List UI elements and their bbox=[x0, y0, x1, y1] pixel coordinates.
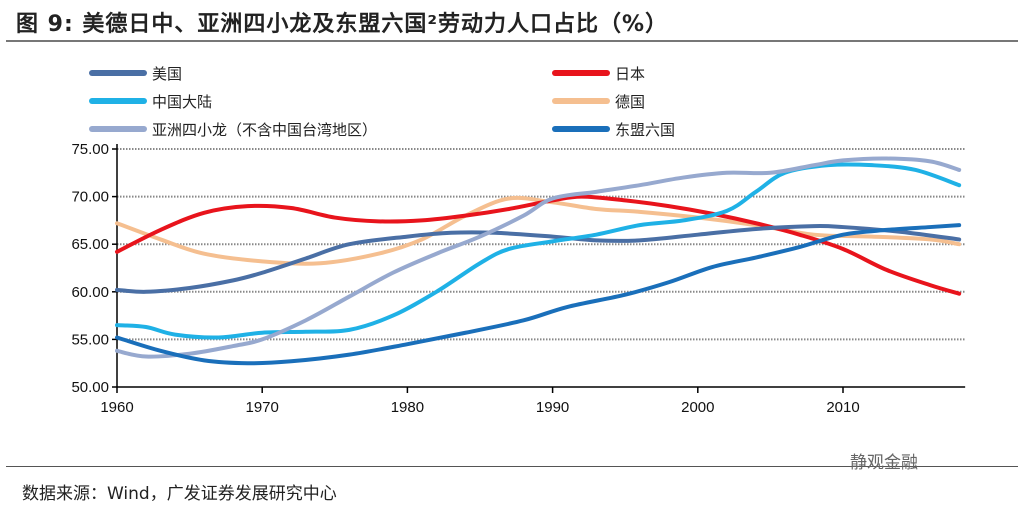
y-tick-label: 50.00 bbox=[71, 379, 109, 396]
series-line-0 bbox=[115, 223, 962, 294]
series-line-5 bbox=[115, 223, 962, 366]
series-line-4 bbox=[115, 156, 962, 359]
figure-title: 图 9: 美德日中、亚洲四小龙及东盟六国²劳动力人口占比（%） bbox=[16, 12, 669, 37]
x-tick-label: 1960 bbox=[100, 399, 133, 416]
legend-label: 德国 bbox=[615, 93, 645, 111]
axes: 50.00 55.00 60.00 65.00 70.00 75.00 1960 1970 19… bbox=[71, 141, 966, 416]
y-tick-label: 70.00 bbox=[71, 189, 109, 206]
line-chart: 50.00 55.00 60.00 65.00 70.00 75.00 1960 1970 19… bbox=[71, 65, 966, 416]
y-tick-label: 60.00 bbox=[71, 284, 109, 301]
y-tick-label: 65.00 bbox=[71, 236, 109, 253]
x-tick-label: 2000 bbox=[681, 399, 714, 416]
y-tick-label: 55.00 bbox=[71, 331, 109, 348]
legend-label: 日本 bbox=[615, 65, 645, 83]
title-divider bbox=[6, 40, 1018, 42]
legend-label: 亚洲四小龙（不含中国台湾地区） bbox=[152, 121, 377, 139]
series-line-2 bbox=[115, 162, 962, 340]
watermark: 静观金融 bbox=[850, 453, 918, 473]
footer-divider bbox=[6, 466, 1018, 467]
x-tick-label: 1980 bbox=[391, 399, 424, 416]
x-tick-label: 1990 bbox=[536, 399, 569, 416]
x-tick-label: 1970 bbox=[246, 399, 279, 416]
legend-label: 中国大陆 bbox=[152, 93, 212, 111]
source-note: 数据来源：Wind，广发证券发展研究中心 bbox=[22, 484, 337, 504]
series-line-3 bbox=[115, 195, 962, 266]
x-tick-label: 2010 bbox=[826, 399, 859, 416]
legend-label: 美国 bbox=[152, 65, 182, 83]
series-lines bbox=[115, 156, 962, 366]
y-tick-label: 75.00 bbox=[71, 141, 109, 158]
legend-label: 东盟六国 bbox=[615, 121, 675, 139]
